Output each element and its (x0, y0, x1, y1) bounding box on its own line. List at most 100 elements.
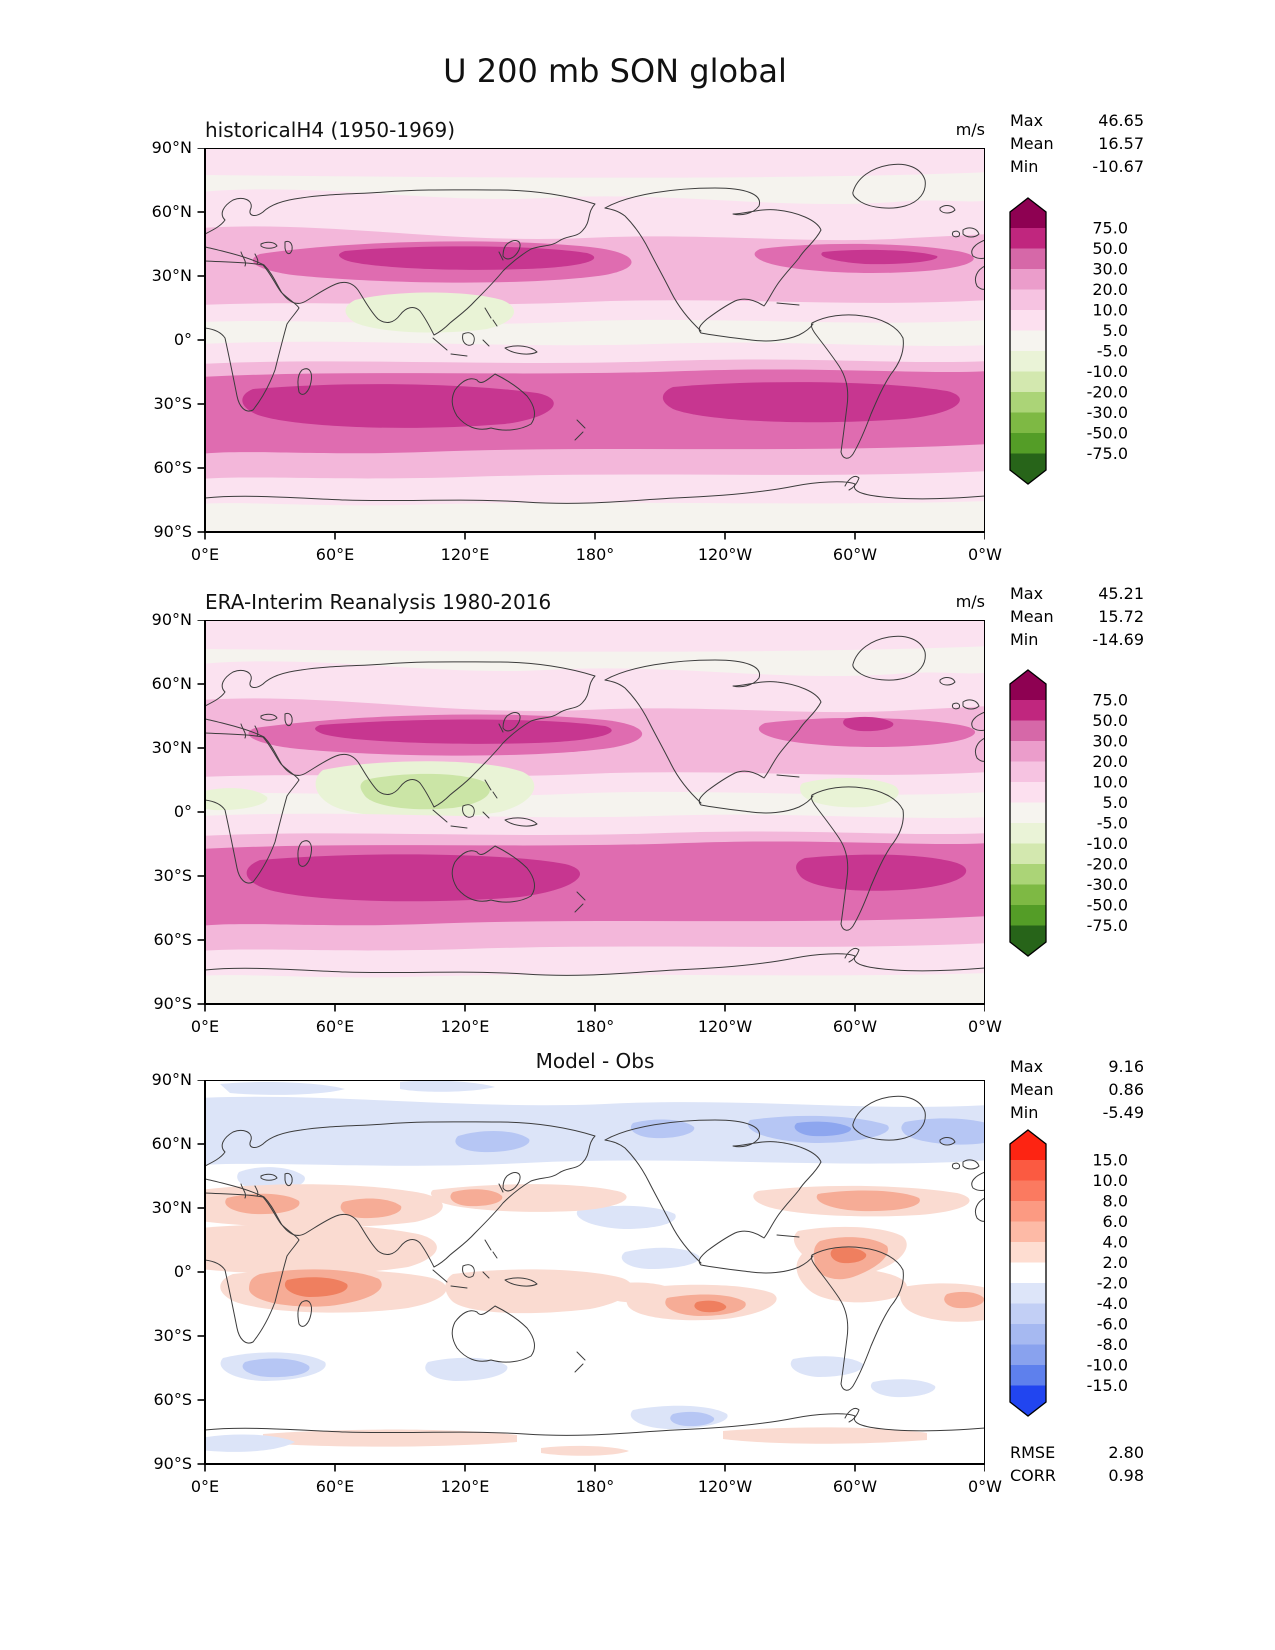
panel1-xtick: 60°W (832, 545, 878, 564)
colorbar-tick-label: 50.0 (1092, 239, 1128, 258)
panel2-title: ERA-Interim Reanalysis 1980-2016 (205, 590, 552, 614)
panel3-colorbar-outline (1009, 1129, 1047, 1417)
stat-label-max: Max (1010, 1057, 1044, 1076)
panel1-colorbar-outline (1009, 197, 1047, 485)
panel1-ytick: 90°N (151, 138, 192, 157)
panel1-frame (204, 148, 985, 533)
colorbar-tick-label: -50.0 (1087, 896, 1128, 915)
panel1-units: m/s (955, 120, 985, 139)
stat-value-rmse: 2.80 (1108, 1443, 1144, 1462)
panel3-xtick: 0°W (968, 1477, 1002, 1496)
panel1-xtick: 0°W (968, 545, 1002, 564)
colorbar-tick-label: 20.0 (1092, 280, 1128, 299)
page-title: U 200 mb SON global (443, 52, 787, 90)
panel3-contour-bands (205, 1080, 985, 1464)
panel3-xtick: 60°W (832, 1477, 878, 1496)
stat-value-mean: 0.86 (1108, 1080, 1144, 1099)
panel1-ytick: 60°N (151, 202, 192, 221)
panel2-xtick: 120°W (697, 1017, 753, 1036)
stat-label-max: Max (1010, 584, 1044, 603)
panel1-xtick: 180° (575, 545, 615, 564)
colorbar-tick-label: 30.0 (1092, 732, 1128, 751)
panel2-xtick: 180° (575, 1017, 615, 1036)
colorbar-tick-label: 5.0 (1103, 321, 1128, 340)
panel1-ytick: 0° (173, 330, 192, 349)
panel2-stats: Max 45.21 Mean 15.72 Min -14.69 (1010, 583, 1144, 652)
panel2-xtick: 60°W (832, 1017, 878, 1036)
colorbar-tick-label: 20.0 (1092, 752, 1128, 771)
stat-value-mean: 15.72 (1098, 607, 1144, 626)
panel1-ytick: 30°N (151, 266, 192, 285)
panel3-ticks (197, 1080, 985, 1472)
colorbar-tick-label: -4.0 (1097, 1294, 1128, 1313)
stat-label-min: Min (1010, 157, 1039, 176)
stat-label-corr: CORR (1010, 1466, 1056, 1485)
panel1-map (197, 148, 985, 540)
panel2-xtick: 0°E (190, 1017, 220, 1036)
panel3-ytick: 30°S (153, 1326, 192, 1345)
colorbar-tick-label: 50.0 (1092, 711, 1128, 730)
colorbar-tick-label: 10.0 (1092, 773, 1128, 792)
panel2-colorbar-outline (1009, 669, 1047, 957)
panel3-colorbar-labels: 15.0 10.0 8.0 6.0 4.0 2.0 -2.0 -4.0 -6.0… (1087, 1151, 1128, 1396)
panel3-ytick: 30°N (151, 1198, 192, 1217)
panel3-ytick: 60°S (153, 1390, 192, 1409)
panel3-title: Model - Obs (535, 1049, 655, 1073)
colorbar-tick-label: -20.0 (1087, 855, 1128, 874)
colorbar-tick-label: 8.0 (1103, 1192, 1128, 1211)
stat-value-min: -10.67 (1092, 157, 1144, 176)
panel1-ytick: 60°S (153, 458, 192, 477)
stat-value-max: 45.21 (1098, 584, 1144, 603)
panel3-xtick: 120°E (440, 1477, 490, 1496)
colorbar-tick-label: -6.0 (1097, 1315, 1128, 1334)
panel3-ytick: 90°N (151, 1070, 192, 1089)
panel1-title: historicalH4 (1950-1969) (205, 118, 456, 142)
panel1-stats: Max 46.65 Mean 16.57 Min -10.67 (1010, 110, 1144, 179)
colorbar-tick-label: 4.0 (1103, 1233, 1128, 1252)
colorbar-tick-label: 5.0 (1103, 793, 1128, 812)
panel3-frame (204, 1080, 985, 1465)
panel3-ytick: 0° (173, 1262, 192, 1281)
panel2-ytick: 60°N (151, 674, 192, 693)
panel1-ticks (197, 148, 985, 540)
colorbar-tick-label: -10.0 (1087, 1356, 1128, 1375)
panel3-map (197, 1080, 985, 1472)
panel1-xtick: 120°E (440, 545, 490, 564)
colorbar-tick-label: 6.0 (1103, 1212, 1128, 1231)
colorbar-tick-label: 2.0 (1103, 1253, 1128, 1272)
colorbar-tick-label: 75.0 (1092, 691, 1128, 710)
colorbar-tick-label: -10.0 (1087, 834, 1128, 853)
panel2-ytick: 30°N (151, 738, 192, 757)
colorbar-tick-label: -75.0 (1087, 444, 1128, 463)
panel1-xtick: 120°W (697, 545, 753, 564)
stat-label-max: Max (1010, 111, 1044, 130)
panel3-colorbar: 15.0 10.0 8.0 6.0 4.0 2.0 -2.0 -4.0 -6.0… (1009, 1129, 1128, 1417)
panel2-contour-bands (205, 620, 985, 1004)
colorbar-tick-label: 10.0 (1092, 1171, 1128, 1190)
stat-label-mean: Mean (1010, 1080, 1054, 1099)
colorbar-tick-label: 10.0 (1092, 301, 1128, 320)
panel1-xtick: 0°E (190, 545, 220, 564)
panel2-xtick: 60°E (315, 1017, 355, 1036)
colorbar-tick-label: -10.0 (1087, 362, 1128, 381)
colorbar-tick-label: 75.0 (1092, 219, 1128, 238)
stat-value-min: -14.69 (1092, 630, 1144, 649)
colorbar-tick-label: -30.0 (1087, 875, 1128, 894)
stat-value-corr: 0.98 (1108, 1466, 1144, 1485)
colorbar-tick-label: -5.0 (1097, 342, 1128, 361)
colorbar-tick-label: -30.0 (1087, 403, 1128, 422)
panel2-ytick: 30°S (153, 866, 192, 885)
stat-value-max: 9.16 (1108, 1057, 1144, 1076)
colorbar-tick-label: -2.0 (1097, 1274, 1128, 1293)
panel1-contour-bands (205, 148, 985, 532)
stat-label-mean: Mean (1010, 134, 1054, 153)
panel3-xtick: 180° (575, 1477, 615, 1496)
stat-label-min: Min (1010, 1103, 1039, 1122)
panel2-xtick: 0°W (968, 1017, 1002, 1036)
panel1-xtick: 60°E (315, 545, 355, 564)
panel1-ytick: 90°S (153, 522, 192, 541)
panel2-units: m/s (955, 592, 985, 611)
colorbar-tick-label: -50.0 (1087, 424, 1128, 443)
panel2-frame (204, 620, 985, 1005)
stat-label-mean: Mean (1010, 607, 1054, 626)
